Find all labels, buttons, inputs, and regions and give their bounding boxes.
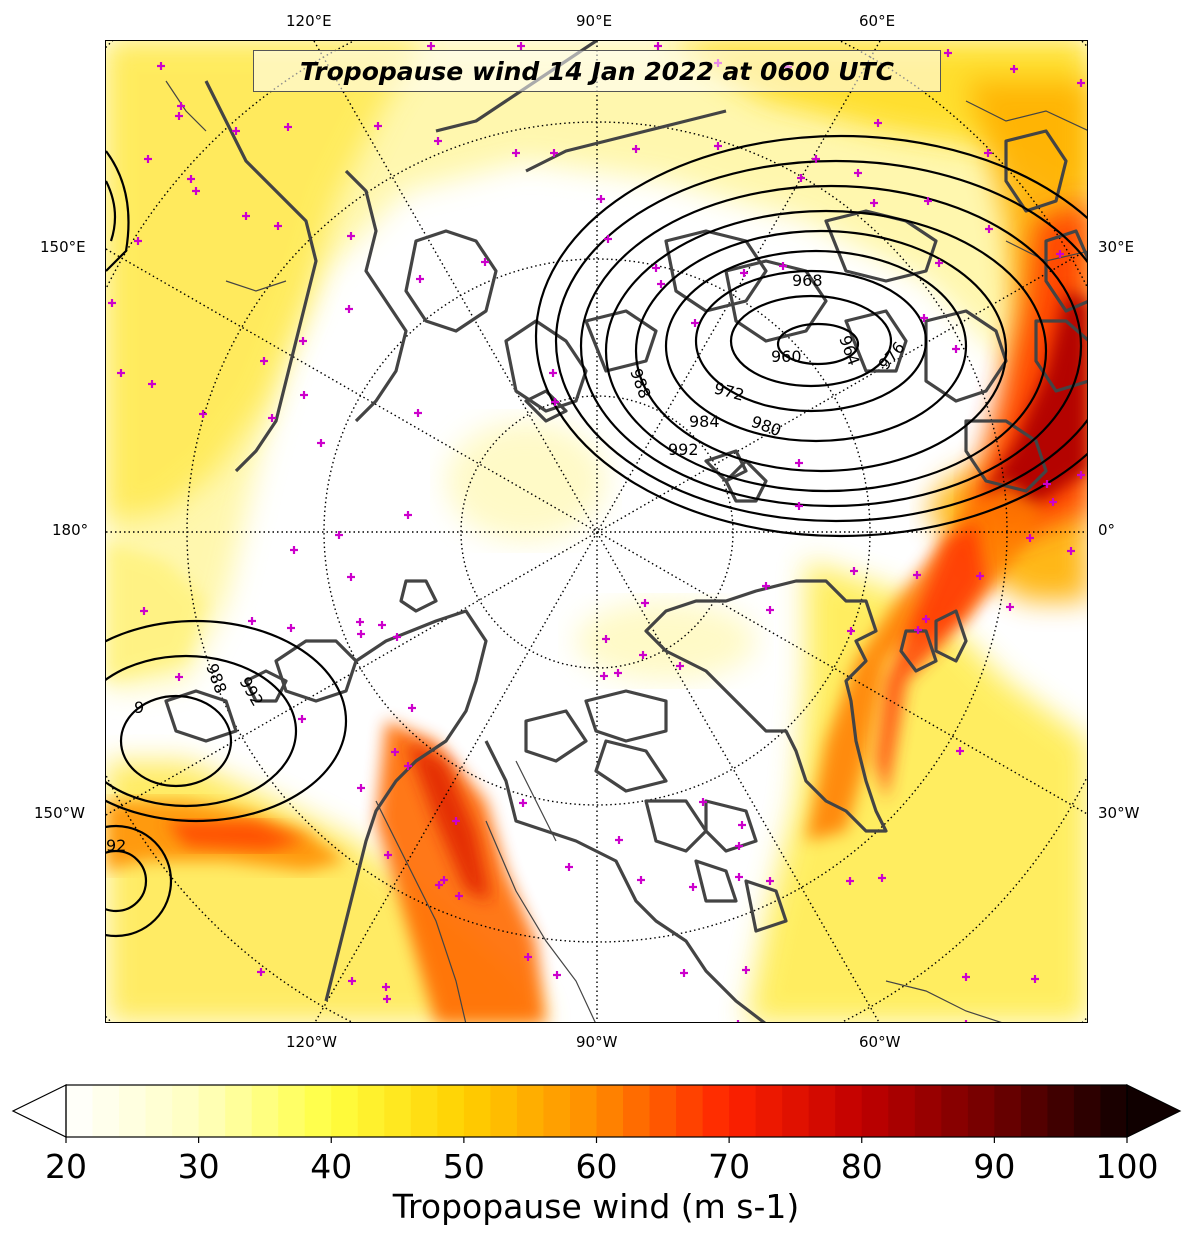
colorbar-tick-label: 20 xyxy=(45,1147,87,1186)
map-title: Tropopause wind 14 Jan 2022 at 0600 UTC xyxy=(299,56,894,86)
colorbar-segment xyxy=(516,1085,545,1137)
colorbar-segments xyxy=(66,1085,1128,1137)
colorbar xyxy=(0,1075,1192,1155)
colorbar-extend-max xyxy=(1126,1084,1182,1138)
colorbar-label: Tropopause wind (m s-1) xyxy=(392,1187,800,1226)
colorbar-segment xyxy=(1020,1085,1049,1137)
lon-label-left: 180° xyxy=(52,521,89,539)
colorbar-segment xyxy=(437,1085,465,1137)
isobar-label: 992 xyxy=(236,674,268,710)
colorbar-segment xyxy=(649,1085,677,1137)
colorbar-tick-label: 90 xyxy=(973,1147,1016,1186)
colorbar-tick-label: 70 xyxy=(708,1147,751,1186)
isobar-label: 988 xyxy=(626,366,654,401)
colorbar-segment xyxy=(225,1085,253,1137)
map-canvas: 968 964 960 972 976 988 984 980 992 988 … xyxy=(106,41,1087,1022)
lon-label-bottom: 60°W xyxy=(859,1033,901,1051)
isobar-label: 984 xyxy=(689,412,720,431)
colorbar-segment xyxy=(914,1085,942,1137)
lon-label-top: 120°E xyxy=(286,12,332,30)
map-panel: 968 964 960 972 976 988 984 980 992 988 … xyxy=(105,40,1088,1023)
colorbar-segment xyxy=(967,1085,995,1137)
colorbar-segment xyxy=(543,1085,571,1137)
colorbar-segment xyxy=(994,1085,1022,1137)
borders xyxy=(165,80,1087,1022)
lon-label-top: 60°E xyxy=(859,12,896,30)
isobar-label: 988 xyxy=(202,661,230,696)
colorbar-tick-label: 40 xyxy=(310,1147,353,1186)
station-markers xyxy=(108,42,1085,1022)
colorbar-extend-min xyxy=(11,1084,67,1138)
colorbar-segment xyxy=(331,1085,359,1137)
colorbar-segment xyxy=(92,1085,120,1137)
colorbar-segment xyxy=(782,1085,810,1137)
colorbar-segment xyxy=(251,1085,279,1137)
colorbar-segment xyxy=(490,1085,518,1137)
colorbar-tick-label: 60 xyxy=(575,1147,618,1186)
colorbar-segment xyxy=(66,1085,94,1137)
isobar-label: 964 xyxy=(835,333,863,368)
lon-label-bottom: 120°W xyxy=(286,1033,337,1051)
colorbar-tick-label: 80 xyxy=(840,1147,883,1186)
colorbar-segment xyxy=(198,1085,226,1137)
lon-label-left: 150°E xyxy=(40,238,86,256)
colorbar-segment xyxy=(729,1085,757,1137)
title-box: Tropopause wind 14 Jan 2022 at 0600 UTC xyxy=(253,50,941,92)
lon-label-bottom: 90°W xyxy=(576,1033,618,1051)
isobar-label: 9 xyxy=(134,698,144,717)
isobars-high-latitude-low xyxy=(534,134,1087,538)
colorbar-segment xyxy=(304,1085,332,1137)
colorbar-segment xyxy=(596,1085,624,1137)
colorbar-svg xyxy=(11,1084,1182,1143)
colorbar-segment xyxy=(119,1085,147,1137)
isobar-label: 92 xyxy=(106,836,126,855)
lon-label-top: 90°E xyxy=(576,12,613,30)
lon-label-left: 150°W xyxy=(34,804,85,822)
lon-label-right: 0° xyxy=(1098,521,1116,539)
isobar-label: 972 xyxy=(712,379,746,405)
colorbar-segment xyxy=(1073,1085,1102,1137)
isobar-label: 968 xyxy=(792,271,823,290)
colorbar-segment xyxy=(808,1085,836,1137)
colorbar-segment xyxy=(278,1085,306,1137)
colorbar-segment xyxy=(1047,1085,1075,1137)
colorbar-segment xyxy=(861,1085,889,1137)
colorbar-segment xyxy=(172,1085,200,1137)
colorbar-tick-label: 100 xyxy=(1095,1147,1159,1186)
colorbar-tick-label: 30 xyxy=(177,1147,220,1186)
colorbar-segment xyxy=(463,1085,491,1137)
isobar-label: 992 xyxy=(668,440,699,459)
colorbar-segment xyxy=(941,1085,969,1137)
lon-label-right: 30°E xyxy=(1098,238,1135,256)
colorbar-segment xyxy=(410,1085,438,1137)
colorbar-segment xyxy=(145,1085,173,1137)
colorbar-segment xyxy=(755,1085,783,1137)
colorbar-segment xyxy=(1100,1085,1128,1137)
colorbar-segment xyxy=(623,1085,651,1137)
colorbar-segment xyxy=(702,1085,730,1137)
lon-label-right: 30°W xyxy=(1098,804,1140,822)
colorbar-segment xyxy=(569,1085,598,1137)
colorbar-tick-marks xyxy=(65,1137,1128,1143)
isobar-label: 980 xyxy=(749,412,784,440)
isobars-pacific-low xyxy=(106,150,348,938)
colorbar-segment xyxy=(357,1085,385,1137)
colorbar-segment xyxy=(384,1085,412,1137)
colorbar-segment xyxy=(888,1085,916,1137)
isobar-label: 960 xyxy=(771,347,802,366)
colorbar-segment xyxy=(835,1085,863,1137)
colorbar-tick-label: 50 xyxy=(442,1147,485,1186)
colorbar-segment xyxy=(676,1085,704,1137)
